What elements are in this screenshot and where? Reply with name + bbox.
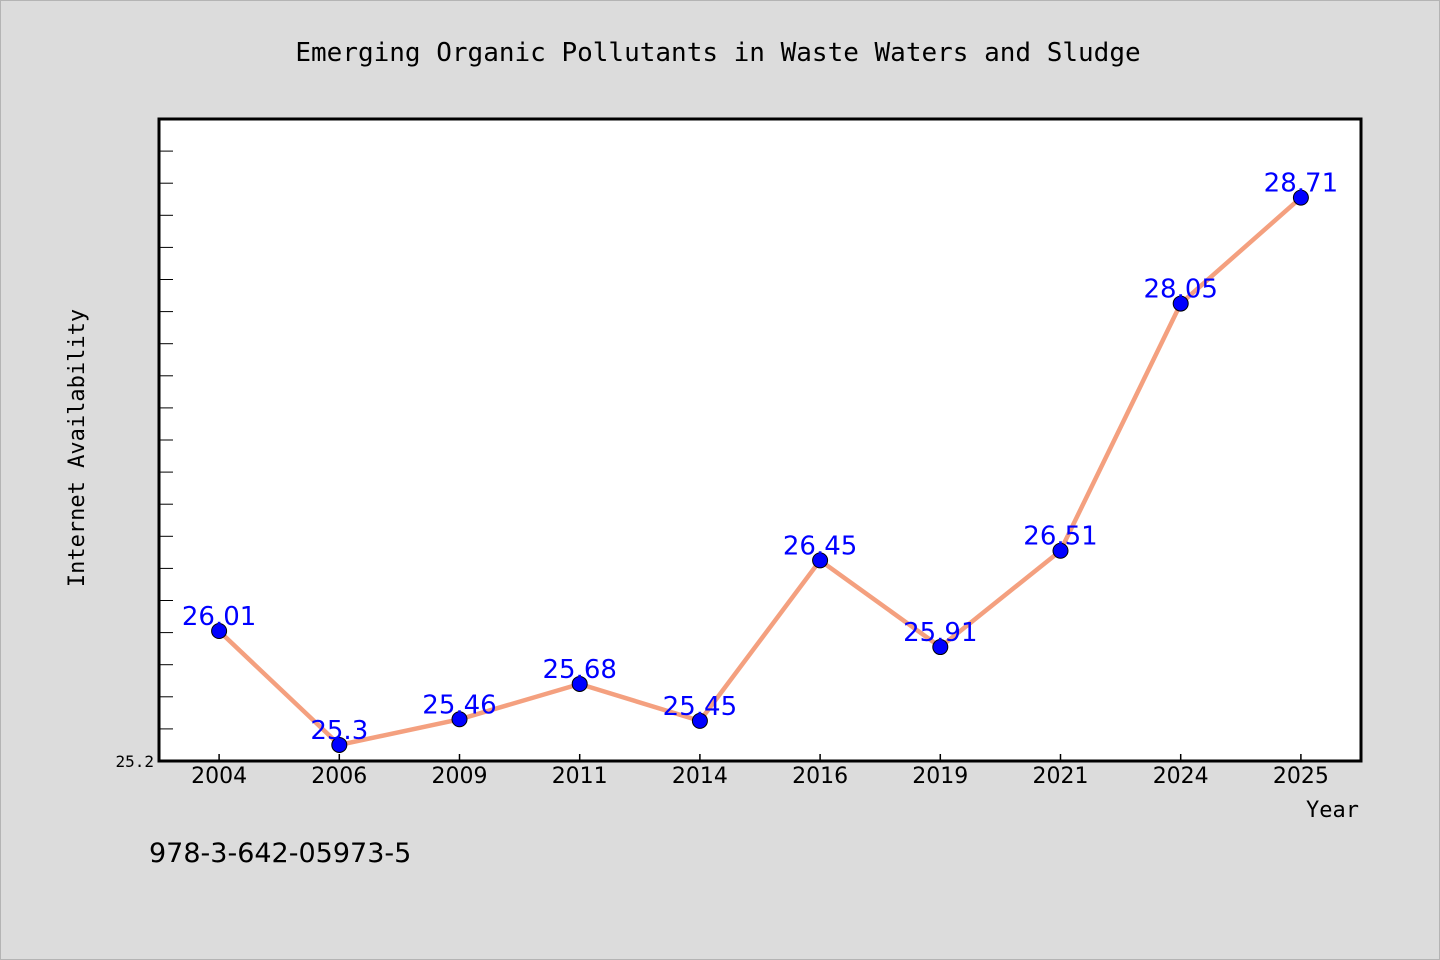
x-tick-labels: 2004 2006 2009 2011 2014 2016 2019 2021 2024 2025 [191,764,1329,789]
data-point [1172,295,1189,312]
data-markers [211,189,1309,753]
series-line [217,195,1303,748]
data-label: 26.45 [783,531,857,561]
data-point [331,736,348,753]
data-label: 25.45 [663,692,737,722]
x-tick-label: 2016 [792,764,848,789]
y-axis-label: Internet Availability [65,309,90,587]
data-label: 28.05 [1143,275,1217,305]
x-axis-ticks [218,754,1302,761]
data-point [451,711,468,728]
data-point [211,622,228,639]
data-label: 28.71 [1264,169,1338,199]
data-labels: 26.01 25.3 25.46 25.68 25.45 26.45 25.91 26.51 2… [182,169,1338,746]
chart-title: Emerging Organic Pollutants in Waste Wat… [295,38,1140,68]
x-tick-label: 2009 [432,764,488,789]
x-tick-label: 2025 [1273,764,1329,789]
x-tick-label: 2006 [311,764,367,789]
y-tick-label: 25.2 [115,752,154,771]
data-point [1052,542,1069,559]
data-label: 25.91 [903,618,977,648]
y-axis-ticks [159,150,173,730]
data-point [932,639,949,656]
isbn-text: 978-3-642-05973-5 [149,838,411,869]
x-tick-label: 2011 [552,764,608,789]
data-point [691,712,708,729]
x-tick-label: 2014 [672,764,728,789]
data-point [1292,189,1309,206]
data-label: 25.46 [422,690,496,720]
x-tick-label: 2004 [191,764,247,789]
x-tick-label: 2019 [912,764,968,789]
data-label: 26.51 [1023,522,1097,552]
data-label: 26.01 [182,602,256,632]
x-tick-label: 2021 [1033,764,1089,789]
x-axis-label: Year [1306,798,1359,823]
data-point [812,552,829,569]
data-point [571,675,588,692]
data-label: 25.68 [542,655,616,685]
data-label: 25.3 [310,716,368,746]
x-tick-label: 2024 [1153,764,1209,789]
plot-area [157,117,1363,763]
